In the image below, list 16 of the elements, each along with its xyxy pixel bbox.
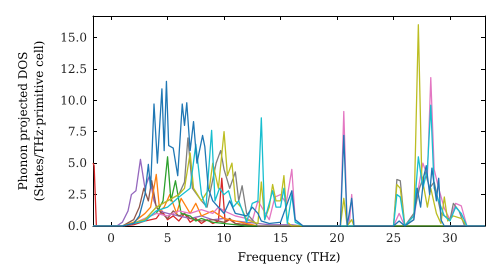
x-tick-label: 20 (329, 231, 345, 245)
x-tick-label: 5 (164, 231, 172, 245)
x-tick-label: 15 (272, 231, 288, 245)
y-tick-label: 2.5 (68, 188, 87, 202)
y-tick-label: 7.5 (68, 124, 87, 139)
y-tick-label: 5.0 (68, 156, 87, 170)
y-axis-title: Phonon projected DOS (States/THz·primitive cell) (16, 40, 46, 202)
y-tick-label: 0.0 (68, 219, 87, 233)
x-tick-label: 30 (442, 231, 458, 245)
y-tick-label: 10.0 (60, 93, 87, 108)
x-axis-title: Frequency (THz) (238, 250, 340, 264)
y-tick-label: 12.5 (60, 62, 87, 76)
x-tick-label: 25 (386, 231, 402, 245)
y-tick-label: 15.0 (60, 30, 87, 44)
x-tick-label: 10 (216, 231, 232, 245)
x-tick-label: 0 (107, 231, 115, 245)
